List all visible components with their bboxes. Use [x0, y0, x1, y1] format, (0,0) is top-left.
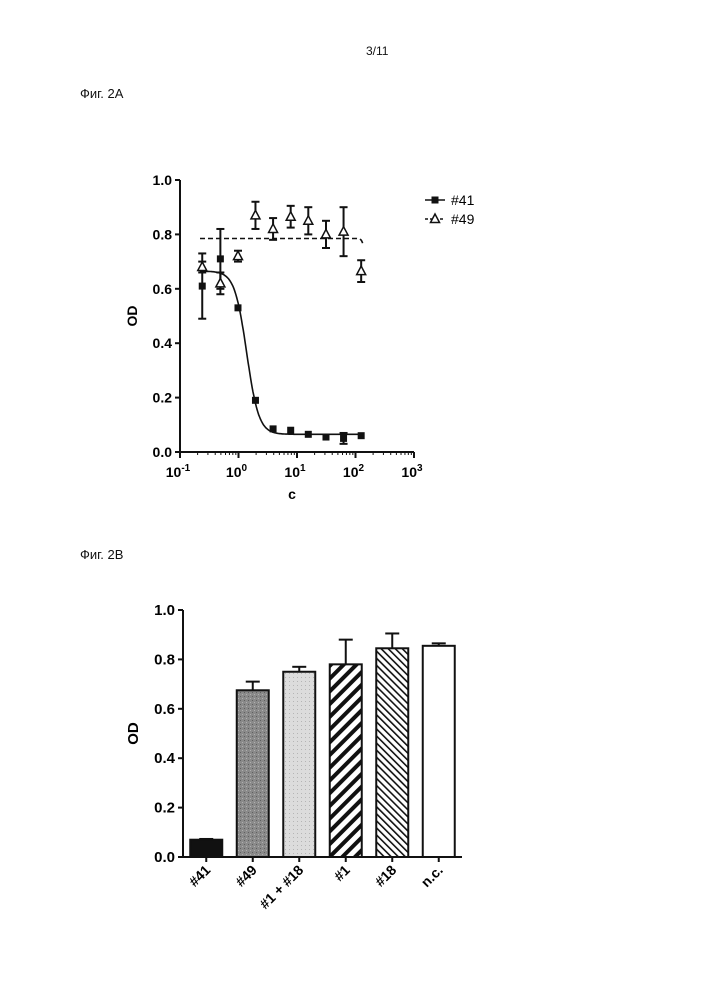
x-tick-label: #41: [186, 862, 214, 890]
bar: [237, 690, 269, 857]
x-tick-label: #18: [372, 862, 400, 890]
y-tick-label: 0.8: [154, 651, 175, 668]
bar: [190, 840, 222, 857]
y-tick-label: 0.4: [154, 750, 176, 767]
y-tick-label: 1.0: [154, 602, 175, 619]
y-axis-label: OD: [125, 722, 142, 745]
bar: [330, 664, 362, 857]
y-tick-label: 0.2: [154, 800, 175, 817]
x-tick-label: #1: [331, 862, 353, 884]
bar: [376, 648, 408, 857]
y-tick-label: 0.0: [154, 849, 175, 866]
x-tick-label: #1 + #18: [256, 862, 306, 912]
bar: [283, 672, 315, 857]
bar: [423, 646, 455, 857]
x-tick-label: n.c.: [417, 862, 445, 890]
y-tick-label: 0.6: [154, 701, 175, 718]
x-tick-label: #49: [232, 862, 260, 890]
